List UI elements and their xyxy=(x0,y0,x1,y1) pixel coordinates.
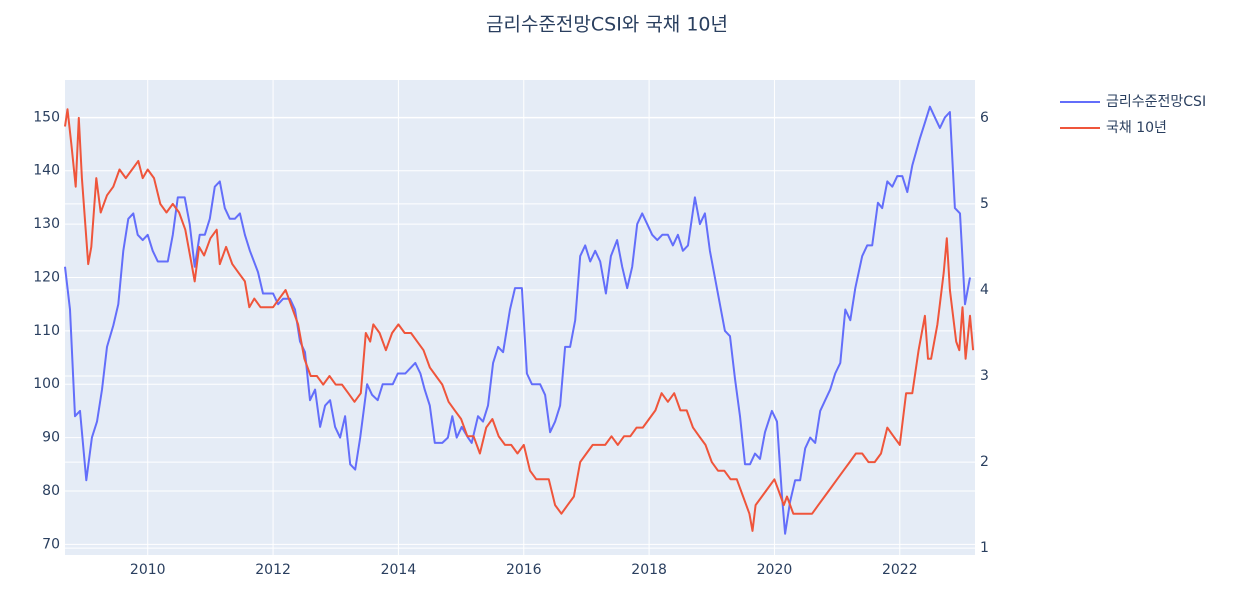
y-tick-label: 110 xyxy=(33,323,60,339)
y-tick-label: 140 xyxy=(33,163,60,179)
y-tick-label: 130 xyxy=(33,216,60,232)
legend-label: 국채 10년 xyxy=(1106,120,1167,136)
legend-label: 금리수준전망CSI xyxy=(1106,94,1206,110)
y-tick-label: 100 xyxy=(33,376,60,392)
x-tick-label: 2022 xyxy=(882,562,918,578)
y-tick-label: 80 xyxy=(42,483,60,499)
y2-tick-label: 5 xyxy=(980,196,989,212)
x-tick-label: 2020 xyxy=(757,562,793,578)
y-tick-label: 120 xyxy=(33,269,60,285)
x-tick-label: 2014 xyxy=(381,562,417,578)
y-tick-label: 150 xyxy=(33,109,60,125)
x-tick-label: 2016 xyxy=(506,562,542,578)
y2-tick-label: 4 xyxy=(980,282,989,298)
y2-tick-label: 3 xyxy=(980,368,989,384)
series-line xyxy=(64,108,975,532)
y2-tick-label: 1 xyxy=(980,540,989,556)
x-tick-label: 2018 xyxy=(631,562,667,578)
x-tick-label: 2012 xyxy=(255,562,291,578)
chart-title: 금리수준전망CSI와 국채 10년 xyxy=(486,14,728,36)
series-line xyxy=(64,105,971,535)
plot-background xyxy=(65,80,975,555)
y-tick-label: 90 xyxy=(42,430,60,446)
y2-tick-label: 2 xyxy=(980,454,989,470)
x-tick-label: 2010 xyxy=(130,562,166,578)
y-tick-label: 70 xyxy=(42,536,60,552)
y2-tick-label: 6 xyxy=(980,110,989,126)
